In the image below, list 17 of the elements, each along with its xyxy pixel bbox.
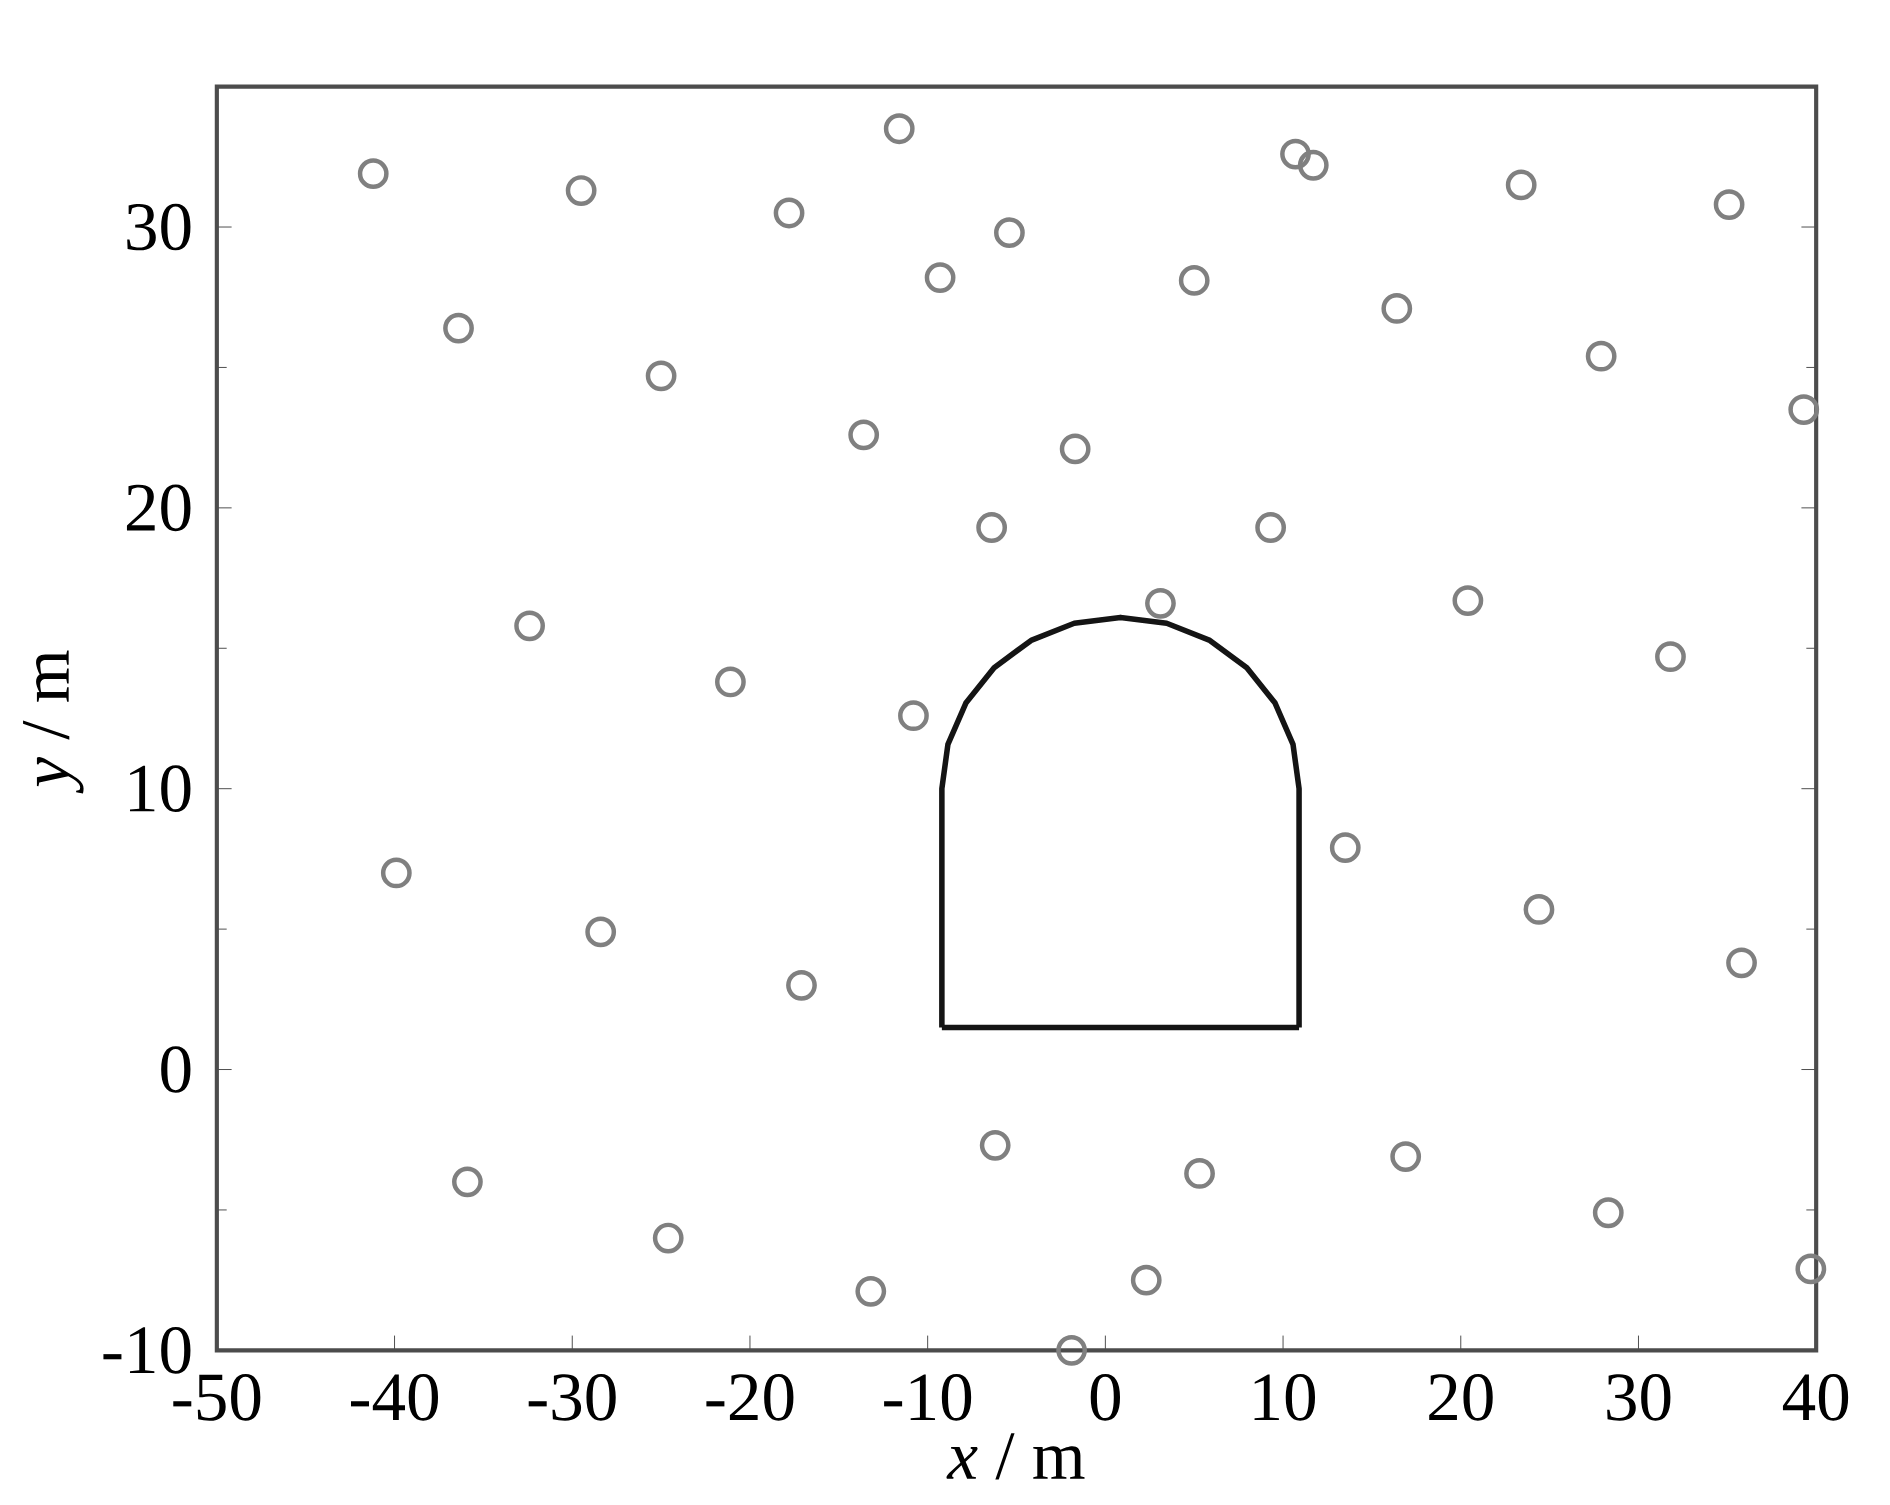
y-tick-label: 10 (129, 765, 191, 813)
x-tick-label: -10 (884, 1374, 972, 1421)
y-tick-label: 30 (127, 203, 191, 251)
x-tick-label: 30 (1607, 1374, 1671, 1421)
x-axis-title: x / m (946, 1433, 1085, 1480)
y-tick-label: 20 (126, 484, 191, 532)
x-tick-label: 0 (1090, 1374, 1121, 1421)
y-tick-label: -10 (103, 1327, 191, 1374)
y-axis-title: y / m (23, 650, 84, 794)
y-tick-label: 0 (161, 1046, 191, 1093)
x-tick-label: 20 (1429, 1374, 1493, 1421)
x-tick-label: -20 (706, 1374, 794, 1421)
x-tick-label: 40 (1782, 1374, 1849, 1421)
x-tick-label: 10 (1254, 1374, 1316, 1421)
x-tick-label: -40 (350, 1374, 439, 1421)
x-tick-label: -30 (528, 1374, 616, 1421)
x-tick-label: -50 (173, 1374, 261, 1421)
